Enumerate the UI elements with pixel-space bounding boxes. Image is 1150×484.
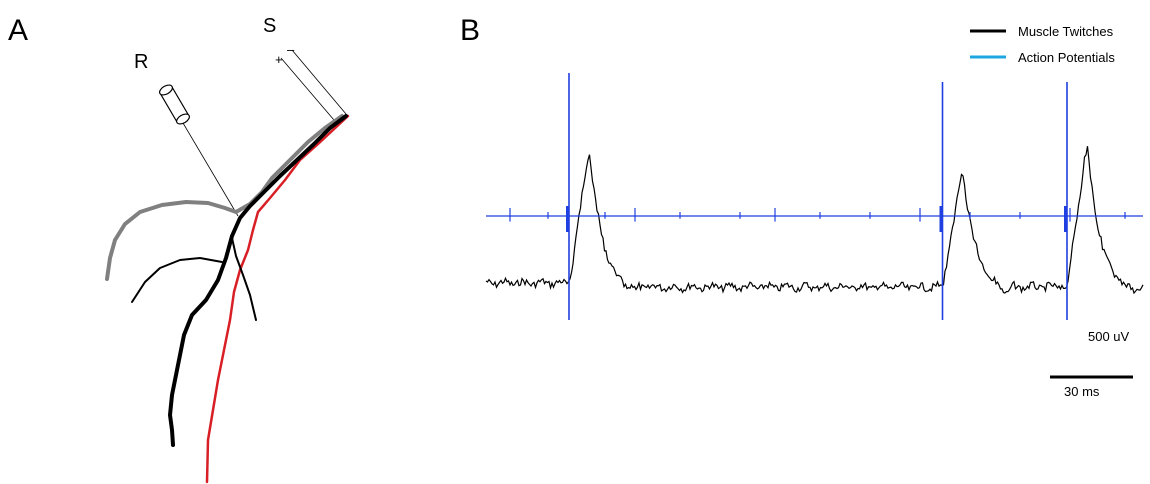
panel-a-letter: A [8, 14, 28, 47]
stimulating-electrode-label: S [263, 15, 276, 37]
action-potential-artifact [1064, 206, 1067, 232]
action-potential-artifact [566, 206, 569, 232]
grey-nerve-branch [105, 114, 344, 281]
recording-electrode-icon [159, 84, 239, 217]
stim-plus-sign: + [275, 52, 283, 67]
vertical-scale-label: 500 uV [1088, 329, 1130, 344]
black-nerve-thin-branch [231, 237, 257, 321]
action-potential-trace [486, 73, 1143, 320]
stimulating-electrode-icon: + – [275, 42, 347, 121]
scale-bars: 500 uV 30 ms [1050, 329, 1133, 399]
recording-electrode-label: R [134, 51, 148, 73]
black-nerve-trunk [168, 114, 348, 447]
action-potential-artifact [939, 206, 943, 232]
nerve-drawing [105, 114, 350, 484]
black-nerve-side-branch [131, 257, 223, 303]
legend-label-action-potentials: Action Potentials [1018, 50, 1115, 65]
legend-label-muscle-twitches: Muscle Twitches [1018, 24, 1114, 39]
stim-minus-sign: – [287, 42, 295, 57]
muscle-twitch-trace [485, 146, 1144, 295]
red-nerve-branch [205, 114, 350, 484]
muscle-twitch-line [485, 146, 1144, 295]
horizontal-scale-label: 30 ms [1064, 384, 1100, 399]
panel-b-letter: B [460, 14, 480, 47]
panel-a: A R S + – [8, 14, 350, 484]
panel-b: B Muscle Twitches Action Potentials 500 … [460, 14, 1144, 399]
legend: Muscle Twitches Action Potentials [970, 24, 1115, 65]
